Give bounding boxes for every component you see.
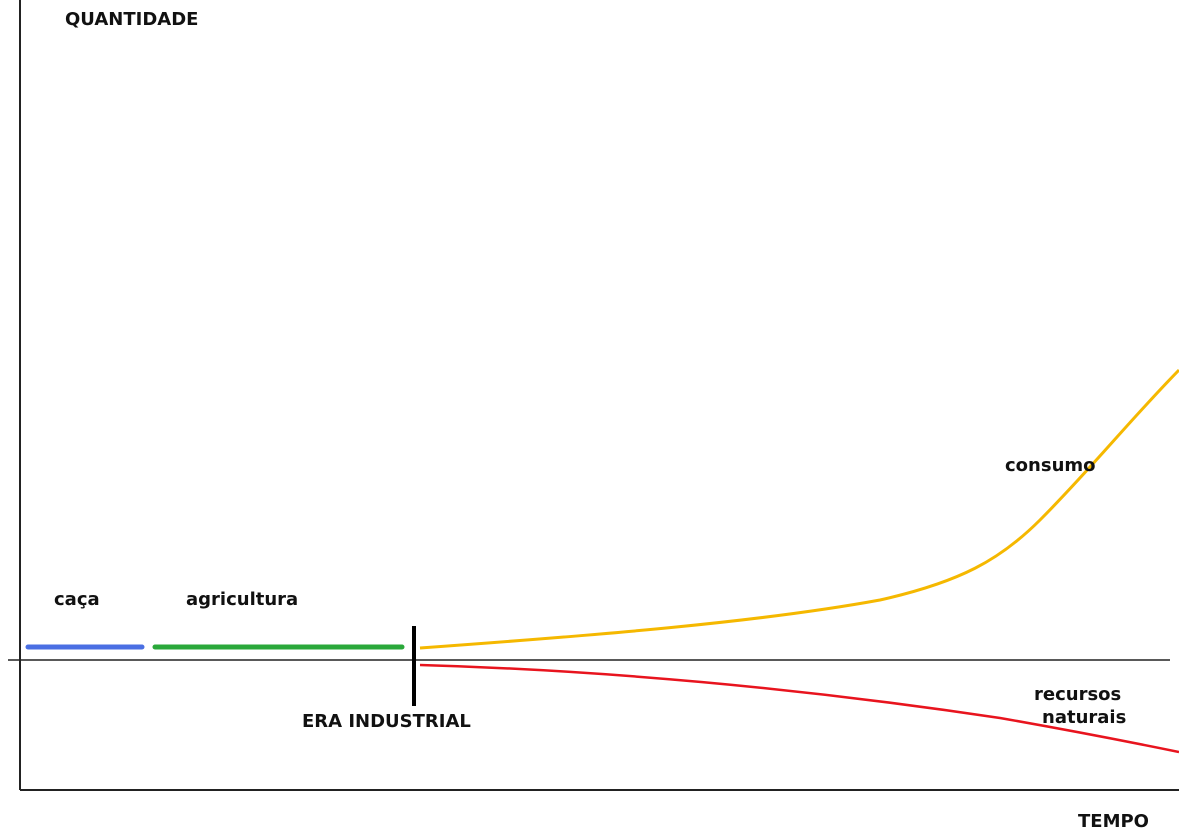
- resources-label: naturais: [1042, 707, 1126, 728]
- consumption-label: consumo: [1005, 455, 1096, 476]
- agriculture-label: agricultura: [186, 589, 298, 610]
- y-axis-label: QUANTIDADE: [65, 9, 198, 30]
- industrial-label: ERA INDUSTRIAL: [302, 711, 471, 732]
- resources-label: recursos: [1034, 684, 1121, 705]
- hunting-label: caça: [54, 589, 100, 610]
- consumption-curve: [419, 368, 1179, 650]
- x-axis-label: TEMPO: [1078, 811, 1149, 832]
- resources-curve: [419, 663, 1179, 754]
